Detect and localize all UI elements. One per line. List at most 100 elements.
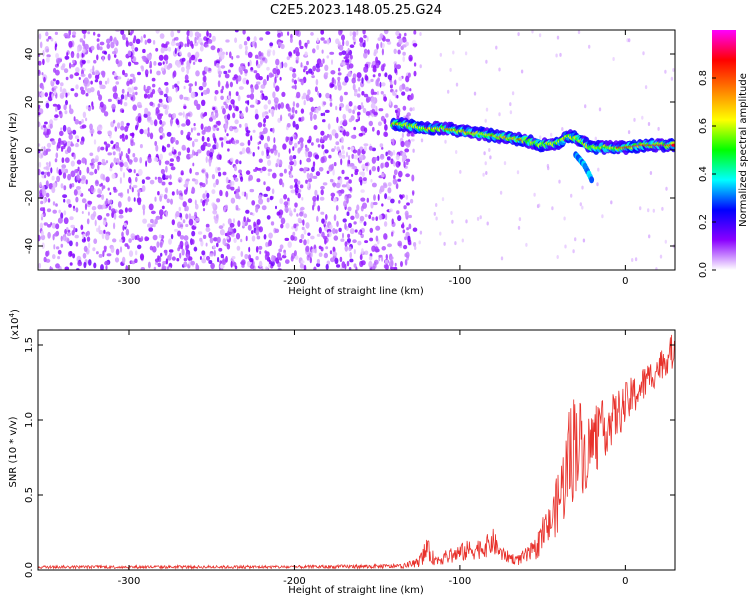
heatmap-cell xyxy=(305,245,310,252)
heatmap-cell xyxy=(157,103,161,108)
heatmap-cell xyxy=(277,32,282,38)
heatmap-cell xyxy=(379,81,382,88)
heatmap-cell xyxy=(252,260,255,267)
heatmap-cell xyxy=(101,232,105,240)
heatmap-cell xyxy=(387,182,392,187)
heatmap-cell xyxy=(350,134,356,139)
x-tick-label: -100 xyxy=(449,276,472,287)
heatmap-cell xyxy=(244,253,249,260)
heatmap-cell xyxy=(362,107,367,114)
heatmap-cell xyxy=(185,64,191,70)
heatmap-cell xyxy=(389,83,393,89)
heatmap-cell xyxy=(155,47,159,52)
heatmap-cell xyxy=(377,121,382,126)
heatmap-cell xyxy=(80,224,84,231)
heatmap-cell xyxy=(390,259,394,266)
heatmap-cell xyxy=(317,205,321,212)
heatmap-cell xyxy=(369,169,372,176)
heatmap-cell xyxy=(358,133,363,137)
heatmap-cell xyxy=(192,149,195,156)
heatmap-cell xyxy=(447,89,450,94)
snr-series-line xyxy=(38,334,675,570)
heatmap-cell xyxy=(186,147,191,154)
heatmap-cell xyxy=(170,233,174,240)
heatmap-cell xyxy=(370,96,376,104)
heatmap-cell xyxy=(211,35,216,42)
heatmap-cell xyxy=(133,157,138,163)
heatmap-cell xyxy=(57,256,61,260)
heatmap-cell xyxy=(145,73,149,78)
figure-title: C2E5.2023.148.05.25.G24 xyxy=(270,3,442,18)
heatmap-cell xyxy=(105,265,108,270)
heatmap-cell xyxy=(260,84,266,89)
heatmap-cell xyxy=(158,54,164,61)
heatmap-cell xyxy=(373,112,378,116)
heatmap-cell xyxy=(97,188,101,194)
heatmap-cell xyxy=(405,75,410,83)
heatmap-cell xyxy=(404,32,407,37)
heatmap-cell xyxy=(63,210,67,216)
heatmap-cell xyxy=(66,198,71,205)
heatmap-cell xyxy=(355,266,358,270)
heatmap-cell xyxy=(168,266,172,270)
heatmap-cell xyxy=(561,127,564,131)
heatmap-cell xyxy=(310,251,313,258)
heatmap-cell xyxy=(48,161,51,168)
heatmap-cell xyxy=(245,235,248,242)
heatmap-cell xyxy=(332,246,336,252)
heatmap-cell xyxy=(62,63,66,68)
heatmap-cell xyxy=(300,233,305,240)
heatmap-cell xyxy=(359,37,364,43)
heatmap-cell xyxy=(363,146,367,152)
heatmap-cell xyxy=(161,263,165,270)
heatmap-cell xyxy=(194,217,200,222)
heatmap-cell xyxy=(265,266,268,270)
heatmap-cell xyxy=(239,160,242,165)
heatmap-cell xyxy=(405,141,411,148)
heatmap-cell xyxy=(346,184,351,190)
heatmap-cell xyxy=(153,119,158,127)
heatmap-cell xyxy=(240,238,243,243)
heatmap-cell xyxy=(413,30,417,35)
heatmap-cell xyxy=(402,105,407,111)
heatmap-cell xyxy=(190,91,196,99)
heatmap-cell xyxy=(129,73,135,78)
heatmap-cell xyxy=(161,43,165,48)
heatmap-cell xyxy=(321,231,325,238)
heatmap-cell xyxy=(187,39,191,45)
heatmap-cell xyxy=(166,65,171,70)
heatmap-cell xyxy=(215,142,219,150)
heatmap-cell xyxy=(361,91,365,96)
heatmap-cell xyxy=(130,30,134,34)
heatmap-cell xyxy=(38,33,42,40)
heatmap-cell xyxy=(368,120,373,127)
heatmap-cell xyxy=(352,35,355,41)
heatmap-cell xyxy=(112,151,116,156)
heatmap-cell xyxy=(258,158,263,163)
heatmap-cell xyxy=(208,160,212,167)
heatmap-cell xyxy=(166,143,171,148)
heatmap-cell xyxy=(163,93,168,98)
heatmap-cell xyxy=(324,64,329,72)
heatmap-cell xyxy=(322,58,325,64)
heatmap-cell xyxy=(215,62,220,68)
heatmap-cell xyxy=(336,146,340,152)
heatmap-cell xyxy=(58,168,62,176)
heatmap-cell xyxy=(157,262,162,268)
heatmap-cell xyxy=(181,248,185,256)
heatmap-cell xyxy=(245,106,249,113)
heatmap-cell xyxy=(273,97,279,104)
heatmap-cell xyxy=(389,266,395,270)
heatmap-cell xyxy=(326,170,330,174)
heatmap-cell xyxy=(253,221,256,227)
heatmap-cell xyxy=(612,57,615,61)
heatmap-cell xyxy=(290,189,296,194)
heatmap-cell xyxy=(559,52,562,57)
heatmap-cell xyxy=(363,66,369,73)
heatmap-cell xyxy=(309,256,312,264)
heatmap-cell xyxy=(263,181,266,186)
heatmap-cell xyxy=(320,185,325,190)
heatmap-cell xyxy=(360,189,365,193)
heatmap-cell xyxy=(294,135,297,140)
heatmap-cell xyxy=(106,253,112,257)
